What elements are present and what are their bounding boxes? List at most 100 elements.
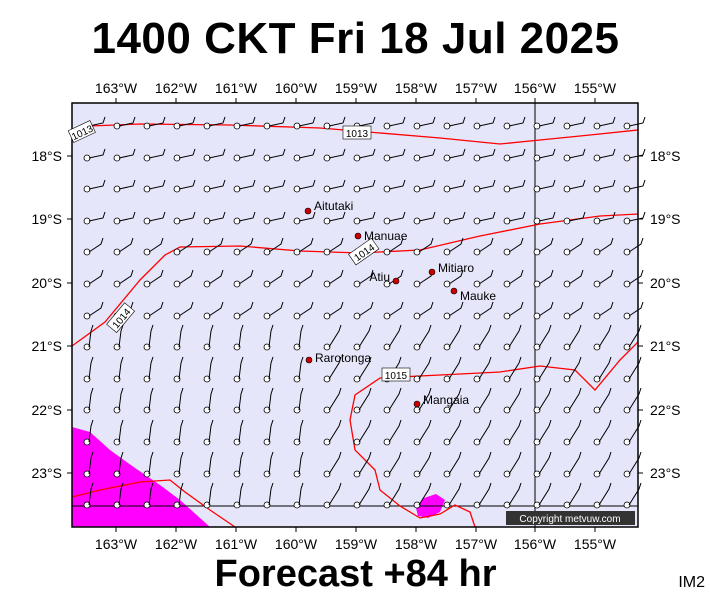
wind-barb: [448, 482, 462, 506]
wind-station-marker: [473, 501, 481, 509]
town-marker: [354, 232, 362, 240]
lat-labels-left: 18°S 19°S 20°S 21°S 22°S 23°S: [31, 148, 62, 481]
wind-barb: [268, 269, 284, 285]
wind-barb: [568, 237, 584, 253]
wind-barb: [598, 116, 616, 127]
wind-station-marker: [593, 343, 601, 351]
wind-station-marker: [503, 501, 511, 509]
wind-station-marker: [533, 280, 541, 288]
wind-station-marker: [113, 470, 121, 478]
wind-station-marker: [503, 343, 511, 351]
wind-station-marker: [293, 248, 301, 256]
wind-barb: [238, 116, 256, 127]
wind-barb: [118, 237, 134, 253]
wind-barb: [508, 148, 526, 159]
wind-station-marker: [503, 375, 511, 383]
wind-barb: [268, 301, 284, 317]
wind-station-marker: [533, 312, 541, 320]
wind-station-marker: [203, 438, 211, 446]
wind-barb: [508, 269, 524, 285]
lon-label: 155°W: [574, 80, 617, 96]
wind-barb: [568, 482, 582, 506]
wind-barb: [568, 148, 586, 159]
wind-barb: [88, 237, 104, 253]
wind-barb: [478, 179, 496, 190]
wind-barb: [328, 237, 344, 253]
wind-barb: [478, 211, 496, 222]
wind-barb: [328, 356, 342, 380]
wind-station-marker: [593, 280, 601, 288]
wind-barb: [538, 211, 556, 222]
chart-code-label: IM2: [678, 574, 705, 591]
wind-barb: [88, 356, 94, 380]
wind-station-marker: [383, 470, 391, 478]
wind-barb: [148, 116, 166, 127]
wind-barb: [448, 179, 466, 190]
wind-station-marker: [173, 501, 181, 509]
wind-barb: [268, 419, 274, 443]
wind-barb: [388, 179, 406, 190]
lon-labels-bottom: 163°W 162°W 161°W 160°W 159°W 158°W 157°…: [95, 536, 617, 552]
lon-label: 160°W: [275, 80, 318, 96]
wind-station-marker: [173, 343, 181, 351]
wind-barb: [208, 356, 214, 380]
wind-barb: [478, 419, 492, 443]
wind-barb: [148, 237, 164, 253]
wind-station-marker: [413, 375, 421, 383]
wind-barb: [298, 451, 304, 475]
wind-barb: [508, 179, 526, 190]
wind-barb: [208, 482, 214, 506]
wind-barb: [238, 269, 254, 285]
wind-barb: [358, 179, 376, 190]
wind-barb: [628, 269, 644, 285]
wind-barb: [598, 211, 616, 222]
wind-station-marker: [293, 406, 301, 414]
wind-station-marker: [353, 501, 361, 509]
wind-station-marker: [143, 438, 151, 446]
wind-station-marker: [563, 312, 571, 320]
wind-barb: [298, 237, 314, 253]
wind-barb: [268, 356, 274, 380]
wind-station-marker: [203, 470, 211, 478]
wind-station-marker: [353, 280, 361, 288]
wind-barb: [538, 237, 554, 253]
wind-station-marker: [413, 248, 421, 256]
wind-station-marker: [173, 470, 181, 478]
wind-barb: [508, 237, 524, 253]
map-title: 1400 CKT Fri 18 Jul 2025: [91, 14, 620, 63]
wind-station-marker: [323, 375, 331, 383]
wind-station-marker: [383, 501, 391, 509]
wind-barb: [178, 356, 184, 380]
wind-barb: [298, 356, 304, 380]
wind-station-marker: [233, 343, 241, 351]
wind-barb: [88, 211, 106, 222]
wind-barb: [418, 116, 436, 127]
wind-barb: [628, 211, 646, 222]
lon-label: 158°W: [395, 80, 438, 96]
wind-barb: [178, 148, 196, 159]
wind-station-marker: [323, 248, 331, 256]
lon-label: 155°W: [574, 536, 617, 552]
wind-barb: [538, 356, 552, 380]
wind-barb: [328, 419, 342, 443]
wind-station-marker: [473, 248, 481, 256]
lat-label: 21°S: [650, 338, 681, 354]
wind-station-marker: [623, 375, 631, 383]
wind-station-marker: [473, 406, 481, 414]
wind-barb: [268, 237, 284, 253]
wind-station-marker: [203, 248, 211, 256]
lat-labels-right: 18°S 19°S 20°S 21°S 22°S 23°S: [650, 148, 681, 481]
wind-station-marker: [173, 375, 181, 383]
wind-barb: [388, 451, 402, 475]
wind-barb: [148, 324, 154, 348]
wind-station-marker: [443, 343, 451, 351]
wind-barb: [508, 324, 522, 348]
wind-station-marker: [533, 438, 541, 446]
wind-barb: [88, 387, 94, 411]
wind-station-marker: [563, 280, 571, 288]
wind-station-marker: [473, 438, 481, 446]
wind-barb: [418, 482, 432, 506]
wind-barb: [148, 179, 166, 190]
wind-barb: [208, 237, 224, 253]
wind-barb: [478, 148, 496, 159]
